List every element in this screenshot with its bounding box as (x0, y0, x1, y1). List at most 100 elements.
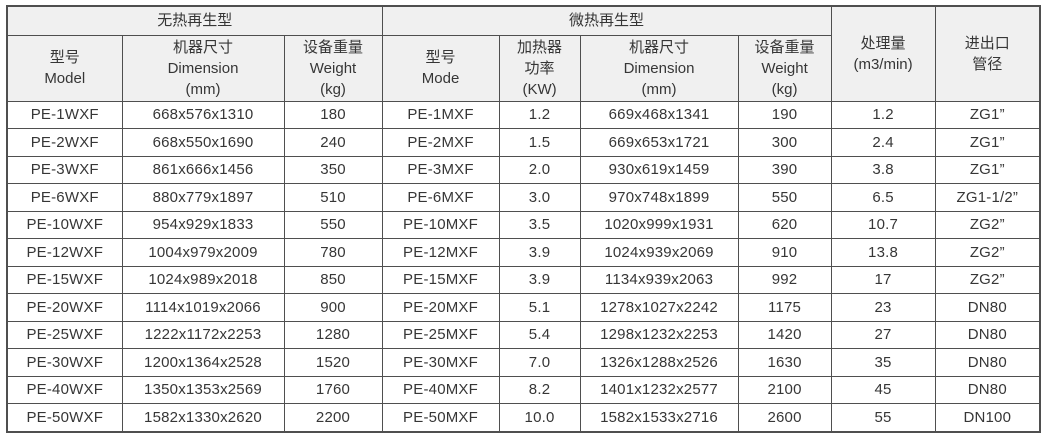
cell-pipe-size: ZG1” (934, 155, 1041, 185)
cell-weight-wxf: 1280 (283, 320, 383, 350)
table-row: PE-15WXF 1024x989x2018 850 PE-15MXF 3.9 1134x… (6, 265, 1041, 295)
cell-weight-wxf: 900 (283, 293, 383, 322)
cell-dimension-wxf: 1200x1364x2528 (121, 348, 285, 377)
column-header-row: 型号 Model 机器尺寸 Dimension (mm) 设备重量 Weight… (6, 34, 1040, 102)
cell-dimension-mxf: 1278x1027x2242 (579, 293, 739, 322)
cell-weight-wxf: 2200 (283, 403, 383, 433)
cell-heater-power: 7.0 (498, 348, 581, 377)
cell-dimension-wxf: 880x779x1897 (121, 183, 285, 212)
table-row: PE-20WXF 1114x1019x2066 900 PE-20MXF 5.1 1278… (6, 293, 1041, 322)
cell-pipe-size: ZG1-1/2” (934, 183, 1041, 212)
cell-pipe-size: DN80 (934, 348, 1041, 377)
cell-model-wxf: PE-20WXF (6, 293, 123, 322)
cell-heater-power: 3.9 (498, 265, 581, 295)
cell-dimension-wxf: 861x666x1456 (121, 155, 285, 185)
cell-dimension-mxf: 1582x1533x2716 (579, 403, 739, 433)
cell-dimension-mxf: 1401x1232x2577 (579, 375, 739, 405)
cell-dimension-wxf: 1114x1019x2066 (121, 293, 285, 322)
cell-heater-power: 8.2 (498, 375, 581, 405)
cell-model-mxf: PE-40MXF (381, 375, 500, 405)
cell-model-wxf: PE-12WXF (6, 238, 123, 267)
cell-weight-wxf: 1760 (283, 375, 383, 405)
cell-weight-mxf: 1420 (737, 320, 832, 350)
col-header-dimension-wxf: 机器尺寸 Dimension (mm) (121, 34, 285, 102)
cell-pipe-size: ZG2” (934, 210, 1041, 240)
table-row: PE-30WXF 1200x1364x2528 1520 PE-30MXF 7.0 132… (6, 348, 1041, 377)
cell-capacity: 13.8 (830, 238, 936, 267)
cell-dimension-wxf: 954x929x1833 (121, 210, 285, 240)
table-row: PE-12WXF 1004x979x2009 780 PE-12MXF 3.9 1024x… (6, 238, 1041, 267)
cell-weight-mxf: 620 (737, 210, 832, 240)
cell-model-wxf: PE-30WXF (6, 348, 123, 377)
cell-capacity: 2.4 (830, 128, 936, 157)
cell-dimension-mxf: 1134x939x2063 (579, 265, 739, 295)
cell-capacity: 6.5 (830, 183, 936, 212)
col-header-model-wxf: 型号 Model (6, 34, 123, 102)
col-header-weight-wxf: 设备重量 Weight (kg) (283, 34, 383, 102)
cell-model-wxf: PE-2WXF (6, 128, 123, 157)
cell-model-wxf: PE-15WXF (6, 265, 123, 295)
cell-weight-wxf: 850 (283, 265, 383, 295)
group-header-microheat-regeneration: 微热再生型 (381, 5, 832, 36)
table-row: PE-6WXF 880x779x1897 510 PE-6MXF 3.0 970x748x… (6, 183, 1041, 212)
cell-model-mxf: PE-50MXF (381, 403, 500, 433)
cell-dimension-wxf: 1582x1330x2620 (121, 403, 285, 433)
cell-dimension-wxf: 668x576x1310 (121, 100, 285, 130)
cell-model-wxf: PE-3WXF (6, 155, 123, 185)
cell-heater-power: 1.2 (498, 100, 581, 130)
cell-model-wxf: PE-25WXF (6, 320, 123, 350)
cell-model-wxf: PE-6WXF (6, 183, 123, 212)
cell-model-mxf: PE-3MXF (381, 155, 500, 185)
cell-dimension-wxf: 1004x979x2009 (121, 238, 285, 267)
cell-model-mxf: PE-20MXF (381, 293, 500, 322)
cell-model-wxf: PE-40WXF (6, 375, 123, 405)
cell-heater-power: 10.0 (498, 403, 581, 433)
table-row: PE-3WXF 861x666x1456 350 PE-3MXF 2.0 930x619x… (6, 155, 1041, 185)
cell-weight-mxf: 190 (737, 100, 832, 130)
cell-capacity: 3.8 (830, 155, 936, 185)
cell-weight-mxf: 300 (737, 128, 832, 157)
table-row: PE-1WXF 668x576x1310 180 PE-1MXF 1.2 669x468x… (6, 100, 1041, 130)
table-row: PE-2WXF 668x550x1690 240 PE-2MXF 1.5 669x653x… (6, 128, 1041, 157)
cell-pipe-size: DN80 (934, 375, 1041, 405)
cell-heater-power: 1.5 (498, 128, 581, 157)
cell-capacity: 55 (830, 403, 936, 433)
group-header-row: 无热再生型 微热再生型 处理量 (m3/min) 进出口 管径 (6, 5, 1041, 102)
cell-pipe-size: DN100 (934, 403, 1041, 433)
cell-heater-power: 2.0 (498, 155, 581, 185)
cell-dimension-mxf: 669x468x1341 (579, 100, 739, 130)
cell-dimension-mxf: 1326x1288x2526 (579, 348, 739, 377)
group-header-heatless-regeneration: 无热再生型 (6, 5, 383, 36)
cell-pipe-size: ZG2” (934, 265, 1041, 295)
cell-dimension-wxf: 1024x989x2018 (121, 265, 285, 295)
cell-heater-power: 3.9 (498, 238, 581, 267)
cell-weight-wxf: 350 (283, 155, 383, 185)
cell-dimension-mxf: 1298x1232x2253 (579, 320, 739, 350)
cell-weight-wxf: 240 (283, 128, 383, 157)
cell-pipe-size: DN80 (934, 320, 1041, 350)
cell-capacity: 27 (830, 320, 936, 350)
cell-heater-power: 5.4 (498, 320, 581, 350)
cell-weight-wxf: 180 (283, 100, 383, 130)
cell-heater-power: 3.0 (498, 183, 581, 212)
cell-weight-mxf: 390 (737, 155, 832, 185)
cell-capacity: 45 (830, 375, 936, 405)
cell-capacity: 1.2 (830, 100, 936, 130)
cell-pipe-size: ZG1” (934, 128, 1041, 157)
col-header-inlet-outlet-pipe: 进出口 管径 (934, 5, 1041, 102)
cell-weight-wxf: 510 (283, 183, 383, 212)
cell-weight-mxf: 2600 (737, 403, 832, 433)
table-row: PE-25WXF 1222x1172x2253 1280 PE-25MXF 5.4 129… (6, 320, 1041, 350)
cell-dimension-mxf: 1024x939x2069 (579, 238, 739, 267)
cell-dimension-wxf: 1350x1353x2569 (121, 375, 285, 405)
cell-weight-mxf: 1630 (737, 348, 832, 377)
col-header-model-mxf: 型号 Mode (381, 34, 500, 102)
table-row: PE-50WXF 1582x1330x2620 2200 PE-50MXF 10.0 15… (6, 403, 1041, 433)
cell-weight-mxf: 1175 (737, 293, 832, 322)
cell-capacity: 35 (830, 348, 936, 377)
product-spec-table: 无热再生型 微热再生型 处理量 (m3/min) 进出口 管径 型号 Model… (6, 5, 1042, 433)
col-header-weight-mxf: 设备重量 Weight (kg) (737, 34, 832, 102)
table-row: PE-10WXF 954x929x1833 550 PE-10MXF 3.5 1020x9… (6, 210, 1041, 240)
cell-model-wxf: PE-10WXF (6, 210, 123, 240)
